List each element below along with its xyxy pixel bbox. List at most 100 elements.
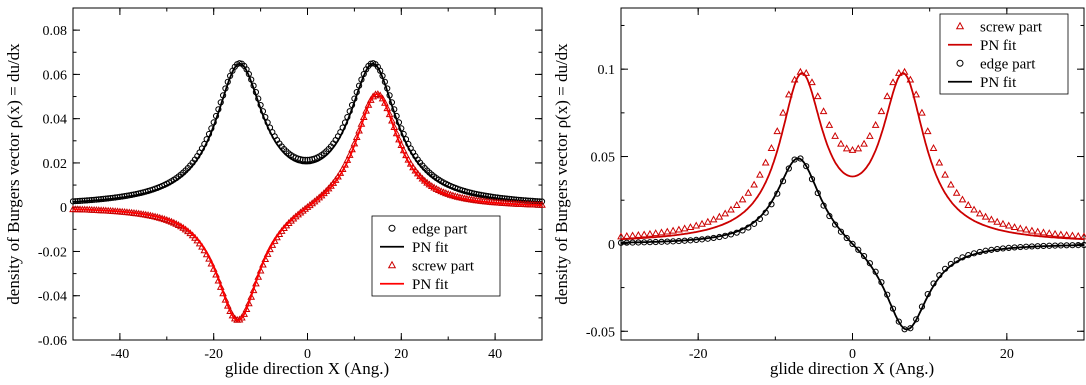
data-point-triangle xyxy=(831,131,839,139)
data-point-triangle xyxy=(958,195,967,203)
data-point-triangle xyxy=(709,215,718,223)
x-tick-label: 0 xyxy=(849,347,856,362)
x-tick-label: -20 xyxy=(689,347,708,362)
data-point-triangle xyxy=(773,127,782,135)
data-point-triangle xyxy=(825,120,834,128)
data-point-triangle xyxy=(675,225,683,233)
data-point-triangle xyxy=(263,249,272,257)
x-tick-label: 20 xyxy=(394,347,408,362)
data-point-triangle xyxy=(651,229,660,237)
data-point-triangle xyxy=(628,231,637,239)
data-point-triangle xyxy=(727,205,735,213)
data-point-triangle xyxy=(646,229,654,237)
data-point-triangle xyxy=(261,255,270,262)
data-point-triangle xyxy=(1010,223,1019,230)
data-point-triangle xyxy=(216,282,225,290)
y-tick-label: -0.05 xyxy=(586,325,615,340)
data-point-triangle xyxy=(1062,230,1071,238)
data-point-triangle xyxy=(1039,228,1048,236)
left-x-axis-title: glide direction X (Ang.) xyxy=(225,359,389,378)
data-point-triangle xyxy=(947,180,955,188)
data-point-circle xyxy=(913,316,920,323)
legend-label: edge part xyxy=(412,221,468,237)
left-axis-ticks: -40 -20 0 20 40 -0.06 -0.04 -0.02 0 0.02 0.04 0.06 0… xyxy=(38,7,543,362)
x-tick-label: -20 xyxy=(204,347,223,362)
legend-swatch-circle xyxy=(388,224,396,232)
data-point-triangle xyxy=(993,217,1002,225)
data-point-triangle xyxy=(721,209,730,217)
data-point-triangle xyxy=(871,120,880,128)
data-point-triangle xyxy=(941,170,949,178)
data-point-triangle xyxy=(842,144,851,152)
data-point-triangle xyxy=(975,209,984,217)
data-point-triangle xyxy=(912,90,921,98)
data-point-circle xyxy=(791,156,798,163)
x-tick-label: 20 xyxy=(1000,347,1014,362)
data-point-triangle xyxy=(256,266,265,274)
data-point-triangle xyxy=(744,188,753,196)
data-point-triangle xyxy=(999,219,1007,227)
legend-swatch-circle xyxy=(956,59,964,67)
right-legend: screw part PN fit edge part PN fit xyxy=(939,13,1069,95)
data-point-triangle xyxy=(848,145,857,153)
y-tick-label: 0.06 xyxy=(43,68,68,83)
data-point-triangle xyxy=(221,295,230,303)
data-point-circle xyxy=(837,228,845,235)
data-point-circle xyxy=(860,252,868,260)
data-point-triangle xyxy=(952,188,961,196)
fit-line-series-3 xyxy=(621,157,1085,331)
data-point-triangle xyxy=(212,270,220,278)
data-point-triangle xyxy=(657,228,666,236)
data-point-triangle xyxy=(1051,229,1059,237)
data-point-triangle xyxy=(1016,224,1025,232)
data-point-triangle xyxy=(715,212,724,220)
left-legend: edge part PN fit screw part PN fit xyxy=(371,215,501,297)
data-point-triangle xyxy=(622,231,631,239)
data-point-triangle xyxy=(837,139,845,147)
data-point-triangle xyxy=(1022,225,1030,233)
data-point-triangle xyxy=(219,289,227,297)
y-tick-label: 0.1 xyxy=(598,63,616,78)
right-axis-ticks: -20 0 20 -0.05 0 0.05 0.1 xyxy=(586,8,1085,362)
legend-label: screw part xyxy=(980,19,1043,35)
y-tick-label: 0.08 xyxy=(43,24,68,39)
data-point-triangle xyxy=(692,221,701,229)
data-point-circle xyxy=(895,318,902,325)
data-point-triangle xyxy=(819,107,828,115)
data-point-triangle xyxy=(738,195,747,203)
data-point-triangle xyxy=(240,309,249,317)
data-point-triangle xyxy=(750,180,758,188)
fit-line-series-1 xyxy=(620,72,1085,241)
data-point-triangle xyxy=(703,217,712,225)
data-point-triangle xyxy=(259,260,267,268)
right-y-axis-title: density of Burgers vector ρ(x) = du/dx xyxy=(552,43,571,305)
data-point-circle xyxy=(855,246,862,253)
data-point-triangle xyxy=(680,224,689,232)
data-point-triangle xyxy=(640,230,648,238)
data-point-circle xyxy=(803,163,810,170)
legend-label: PN fit xyxy=(412,277,449,293)
data-point-triangle xyxy=(245,299,253,307)
right-data-marks xyxy=(617,67,1086,333)
data-point-triangle xyxy=(756,170,764,178)
legend-swatch-triangle xyxy=(387,260,397,269)
data-point-triangle xyxy=(1028,226,1036,234)
y-tick-label: 0.05 xyxy=(591,151,616,166)
data-point-triangle xyxy=(669,226,677,234)
legend-swatch-triangle xyxy=(955,21,965,30)
data-point-triangle xyxy=(877,107,886,115)
legend-label: PN fit xyxy=(980,75,1017,91)
legend-box xyxy=(939,13,1069,95)
data-point-triangle xyxy=(634,230,643,238)
right-chart: glide direction X (Ang.) density of Burg… xyxy=(552,7,1086,378)
data-point-triangle xyxy=(289,214,298,222)
data-point-triangle xyxy=(923,127,932,135)
data-point-triangle xyxy=(854,144,863,152)
y-tick-label: -0.06 xyxy=(38,334,67,349)
fit-line-series-1 xyxy=(72,62,543,203)
data-point-triangle xyxy=(663,227,672,235)
data-point-triangle xyxy=(252,279,260,287)
y-tick-label: 0 xyxy=(608,238,615,253)
y-tick-label: 0.02 xyxy=(43,157,68,172)
